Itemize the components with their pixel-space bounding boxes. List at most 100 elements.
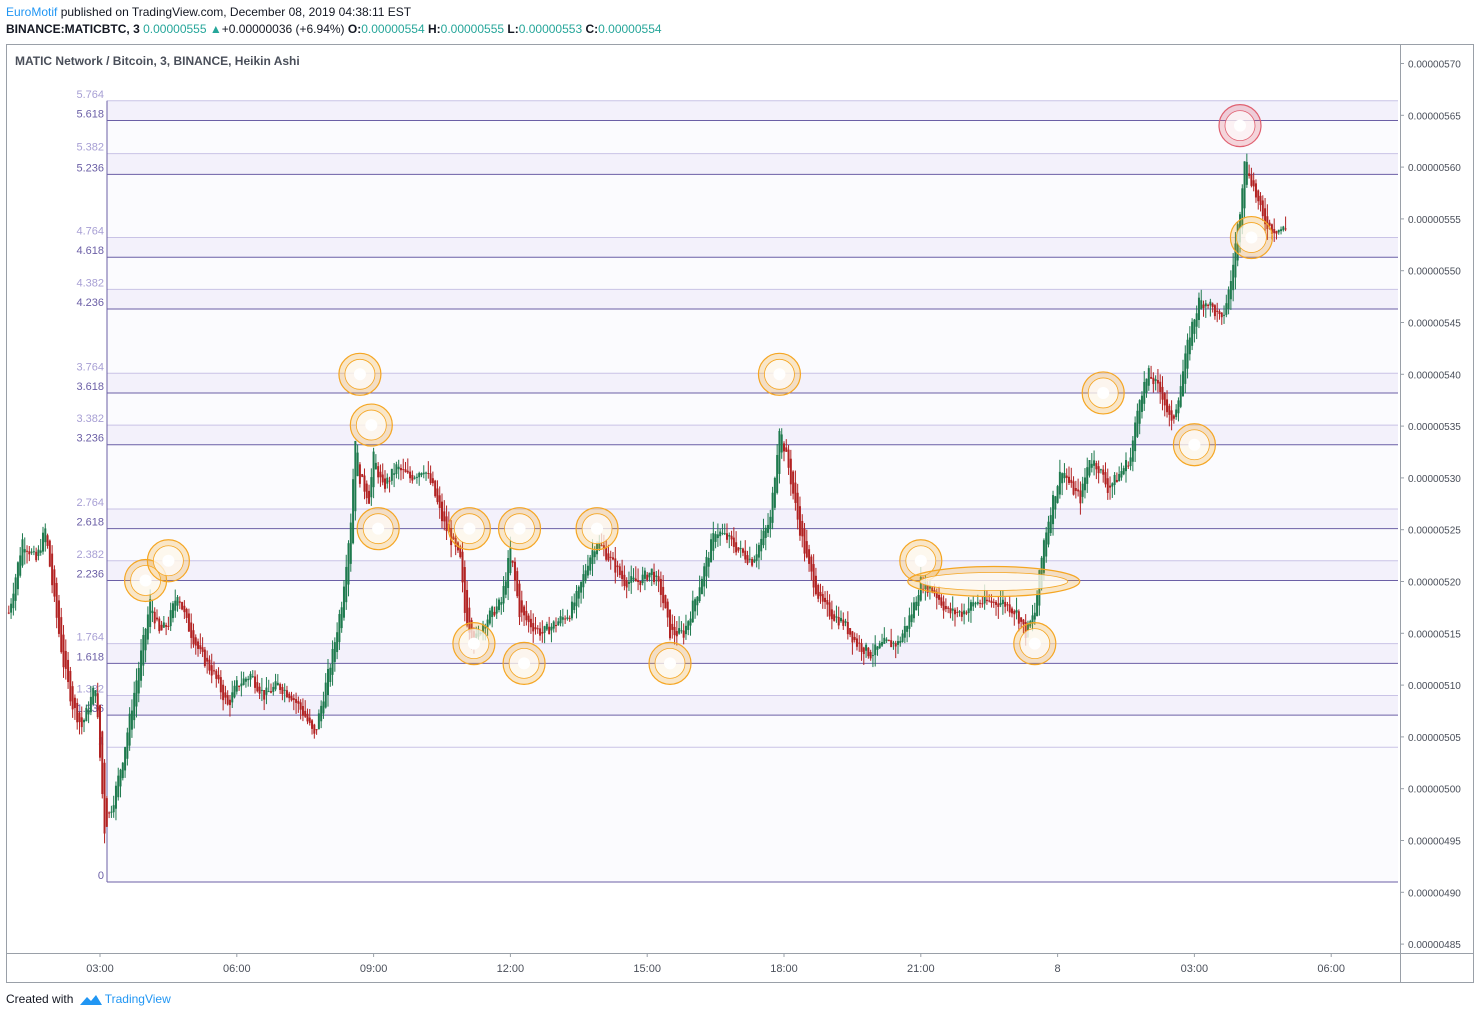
candle-body xyxy=(260,689,263,691)
candle-body xyxy=(787,449,790,468)
candle xyxy=(313,723,316,739)
time-tick-label: 03:00 xyxy=(1181,963,1209,975)
candle-body xyxy=(1182,371,1184,397)
author-link[interactable]: EuroMotif xyxy=(6,5,58,19)
candle-body xyxy=(1102,469,1105,475)
candle xyxy=(669,609,671,641)
candle-body xyxy=(231,692,234,703)
candle-body xyxy=(190,622,193,638)
candle-body xyxy=(1241,188,1244,229)
candle xyxy=(753,555,756,564)
candle-body xyxy=(1216,310,1219,312)
candle-body xyxy=(835,616,838,618)
candle-body xyxy=(71,686,74,710)
candle-body xyxy=(659,578,662,595)
candle xyxy=(696,595,699,616)
candle-body xyxy=(1186,339,1189,369)
candle xyxy=(1074,480,1077,499)
candle-body xyxy=(605,546,608,560)
candle xyxy=(379,464,382,487)
candle xyxy=(199,633,202,654)
candle-body xyxy=(846,621,849,635)
candle xyxy=(224,685,227,705)
candle-body xyxy=(564,618,567,620)
candle xyxy=(1282,225,1285,232)
candle-body xyxy=(402,469,405,471)
price-axis[interactable]: 0.00000570 0.00000565 0.00000560 0.00000555… xyxy=(1400,60,1461,952)
candle xyxy=(1223,305,1226,324)
candle-body xyxy=(388,480,391,482)
candle-body xyxy=(516,571,519,597)
candle xyxy=(520,590,523,622)
candle-body xyxy=(1223,314,1226,316)
candle xyxy=(837,606,840,630)
candle xyxy=(1213,304,1216,320)
candle xyxy=(463,560,466,622)
candle xyxy=(1127,461,1130,469)
candle xyxy=(1138,399,1141,435)
marker-center xyxy=(914,554,927,567)
candle-body xyxy=(192,630,195,645)
candle xyxy=(550,623,553,643)
candle-body xyxy=(529,618,532,628)
candle xyxy=(814,567,817,596)
candle xyxy=(1031,604,1034,632)
candle-body xyxy=(384,478,386,489)
candle-body xyxy=(732,537,735,547)
candle-body xyxy=(158,618,161,632)
candle-body xyxy=(580,581,583,593)
candle xyxy=(1106,468,1109,500)
candle-body xyxy=(609,556,612,558)
time-axis[interactable]: 03:00 06:00 09:00 12:00 15:00 18:00 21:00 8 03:0… xyxy=(86,953,1345,975)
candle-body xyxy=(860,643,863,652)
candle-body xyxy=(969,602,972,611)
candle xyxy=(356,444,359,477)
candle-body xyxy=(1172,415,1175,419)
candle xyxy=(203,646,206,668)
highlight-markers[interactable] xyxy=(124,104,1274,685)
candle-body xyxy=(1282,226,1285,231)
candle xyxy=(1159,374,1162,404)
price-tick-label: 0.00000560 xyxy=(1408,163,1461,174)
candle xyxy=(491,605,494,628)
candle xyxy=(322,691,325,719)
candle-body xyxy=(915,601,918,611)
candle-body xyxy=(903,626,906,638)
candle xyxy=(1163,391,1166,417)
candle xyxy=(466,580,469,628)
candle xyxy=(292,694,295,711)
candle-body xyxy=(1054,496,1057,510)
candle-body xyxy=(1029,621,1032,627)
candle-body xyxy=(315,729,318,731)
candle xyxy=(1207,303,1210,309)
candle-body xyxy=(153,611,156,624)
candle-body xyxy=(543,626,546,633)
highlight-marker xyxy=(1013,622,1057,666)
candle xyxy=(730,530,733,547)
candle xyxy=(158,616,161,634)
fib-extension[interactable]: 5.764 5.618 5.382 5.236 4.764 4.618 4.382 4.236… xyxy=(76,89,1398,883)
candle xyxy=(87,701,90,724)
candle xyxy=(545,621,548,632)
price-chart[interactable]: 5.764 5.618 5.382 5.236 4.764 4.618 4.382 4.236… xyxy=(0,0,1480,990)
candle-body xyxy=(1095,463,1098,470)
candle xyxy=(242,671,245,686)
tradingview-link[interactable]: TradingView xyxy=(104,992,171,1006)
candle xyxy=(397,459,400,480)
candle xyxy=(283,683,286,703)
up-triangle-icon: ▲ xyxy=(209,22,222,36)
candle-body xyxy=(867,647,870,657)
candle-body xyxy=(534,627,537,630)
candle xyxy=(846,611,849,640)
candle xyxy=(516,567,519,599)
candle-body xyxy=(1047,521,1050,545)
candle xyxy=(114,781,117,821)
candle-body xyxy=(949,608,952,614)
candle-body xyxy=(684,625,687,635)
candle-body xyxy=(78,712,81,723)
candle-body xyxy=(1045,532,1048,557)
candle xyxy=(675,620,678,646)
candle-body xyxy=(650,568,653,576)
candle xyxy=(568,615,571,622)
candle-body xyxy=(1061,473,1064,484)
